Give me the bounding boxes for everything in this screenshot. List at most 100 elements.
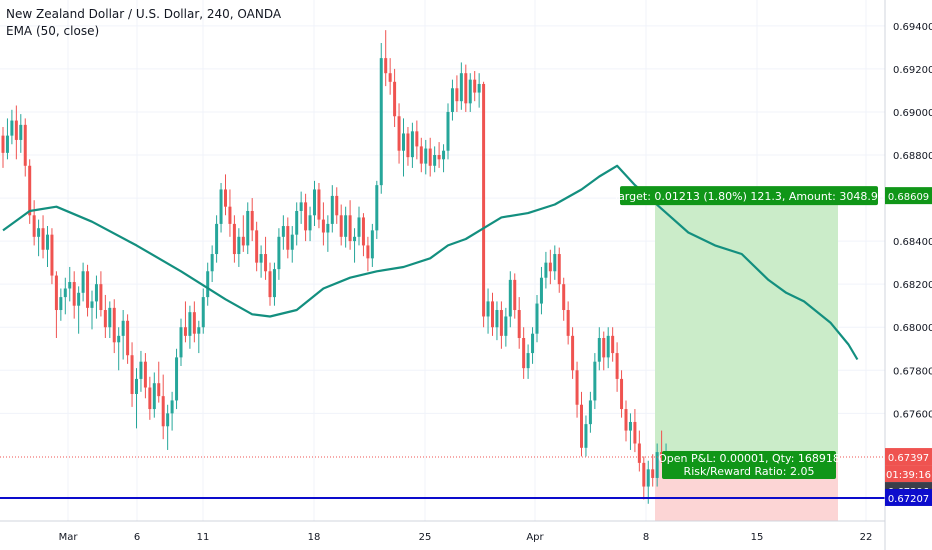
candle xyxy=(517,297,521,349)
last-price-tag: 0.67397 xyxy=(885,448,932,466)
candle-body xyxy=(197,327,201,334)
symbol-title[interactable]: New Zealand Dollar / U.S. Dollar, 240, O… xyxy=(6,7,282,21)
y-tick-label: 0.68400 xyxy=(893,237,932,248)
candle xyxy=(215,215,219,263)
candle-body xyxy=(393,81,397,117)
candle xyxy=(237,228,241,267)
candle-body xyxy=(157,383,161,397)
pnl-badge: Open P&L: 0.00001, Qty: 168918Risk/Rewar… xyxy=(658,451,840,480)
candle xyxy=(620,370,624,418)
candle xyxy=(593,353,597,410)
candle-body xyxy=(446,111,450,151)
candle xyxy=(37,219,41,257)
candle xyxy=(344,206,348,248)
candle xyxy=(615,342,619,392)
candle xyxy=(446,103,450,160)
candle xyxy=(366,236,370,272)
candle-body xyxy=(580,404,583,448)
candle-body xyxy=(281,226,285,237)
candle-body xyxy=(611,335,615,354)
candle-body xyxy=(32,215,36,237)
candle-body xyxy=(259,254,263,263)
candle xyxy=(477,73,481,108)
candle-body xyxy=(68,282,72,289)
target-badge: Target: 0.01213 (1.80%) 121.3, Amount: 3… xyxy=(612,186,885,206)
candle-body xyxy=(255,230,259,263)
candle xyxy=(348,200,352,250)
candle-body xyxy=(410,131,414,158)
candle-body xyxy=(112,307,116,343)
candle-body xyxy=(143,361,147,388)
candle-body xyxy=(459,73,463,102)
candle-body xyxy=(103,310,107,328)
x-tick-label: Apr xyxy=(526,532,544,543)
candle xyxy=(188,305,192,349)
countdown-tag-text: 01:39:16 xyxy=(886,470,931,481)
candle xyxy=(611,327,615,362)
candle xyxy=(522,327,526,379)
candle-body xyxy=(455,88,459,102)
x-tick-label: 22 xyxy=(860,532,873,543)
candle-body xyxy=(241,236,245,246)
candle-body xyxy=(602,338,606,358)
candle xyxy=(437,142,441,168)
candle-body xyxy=(499,310,503,336)
candle xyxy=(28,159,32,224)
candle-body xyxy=(397,116,401,151)
candle xyxy=(504,307,508,347)
candle xyxy=(179,318,183,366)
candle xyxy=(539,266,543,315)
candle-body xyxy=(450,88,454,112)
candle-body xyxy=(175,357,179,401)
candle xyxy=(370,223,374,267)
candle xyxy=(117,327,121,371)
candle xyxy=(32,200,36,246)
candle xyxy=(571,327,575,379)
candle-body xyxy=(584,424,588,448)
candle xyxy=(486,288,490,334)
target-label: Target: 0.01213 (1.80%) 121.3, Amount: 3… xyxy=(612,190,885,203)
candle-body xyxy=(326,223,330,233)
target-price-tag-bg xyxy=(885,187,932,205)
candle xyxy=(228,189,232,237)
candle-body xyxy=(504,316,508,336)
candle xyxy=(232,215,236,263)
candle-body xyxy=(597,338,601,362)
candle xyxy=(646,460,650,504)
candle-body xyxy=(237,236,241,255)
candle xyxy=(241,215,245,252)
ema-line xyxy=(2,164,859,361)
candle xyxy=(304,193,308,242)
candle-body xyxy=(557,254,561,285)
last-price-tag-bg xyxy=(885,448,932,466)
candle xyxy=(495,301,499,341)
indicator-label[interactable]: EMA (50, close) xyxy=(6,24,100,38)
support-price-tag-bg xyxy=(885,488,932,506)
candle-body xyxy=(321,219,325,233)
candle xyxy=(575,361,579,418)
candle-body xyxy=(442,150,446,160)
candle-body xyxy=(1,135,5,153)
candle-body xyxy=(299,202,303,211)
y-tick-label: 0.68000 xyxy=(893,323,932,334)
candle-body xyxy=(548,262,552,272)
candle-body xyxy=(419,146,423,164)
y-tick-label: 0.69000 xyxy=(893,108,932,119)
candle-body xyxy=(23,124,27,166)
candle-body xyxy=(402,133,405,151)
candle xyxy=(308,206,312,242)
candle-body xyxy=(286,226,290,250)
candle-body xyxy=(81,271,85,293)
candle-body xyxy=(232,223,236,255)
candle xyxy=(455,75,459,112)
candle-body xyxy=(139,361,143,379)
candle xyxy=(339,204,343,246)
candle-body xyxy=(63,288,67,298)
candle xyxy=(86,264,90,317)
candle-body xyxy=(210,254,214,272)
candle-body xyxy=(486,301,490,317)
candle xyxy=(513,273,517,319)
candle-body xyxy=(90,301,94,308)
